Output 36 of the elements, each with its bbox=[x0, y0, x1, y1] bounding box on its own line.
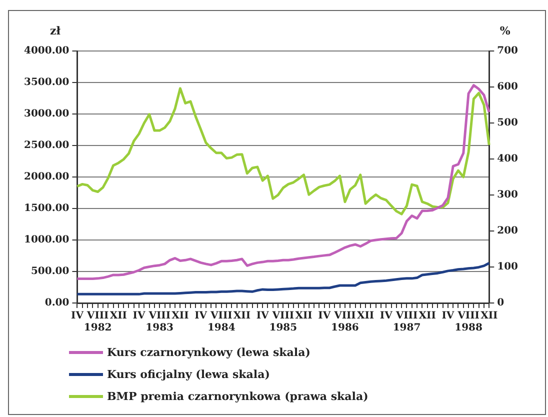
y2-tick-label: 300 bbox=[497, 190, 518, 201]
legend-label: BMP premia czarnorynkowa (prawa skala) bbox=[107, 390, 368, 402]
x-tick-label: IV bbox=[71, 310, 84, 322]
y2-tick-label: 100 bbox=[497, 262, 518, 273]
y2-tick-label: 200 bbox=[497, 226, 518, 237]
y2-tick-label: 600 bbox=[497, 82, 518, 93]
y2-axis-title: % bbox=[500, 24, 511, 38]
x-tick-label: XII bbox=[418, 310, 436, 322]
y-tick-label: 4000.00 bbox=[24, 46, 70, 57]
y-tick-label: 0.00 bbox=[44, 298, 70, 309]
x-tick-label: XII bbox=[233, 310, 251, 322]
y2-tick-label: 500 bbox=[497, 118, 518, 129]
x-tick-label: IV bbox=[442, 310, 454, 322]
y-tick-label: 3500.00 bbox=[24, 77, 70, 88]
x-tick-label: XII bbox=[110, 310, 128, 322]
y-tick-label: 2000.00 bbox=[24, 172, 70, 183]
y-tick-label: 1500.00 bbox=[24, 203, 70, 214]
y-axis-title: zł bbox=[50, 24, 62, 38]
y-tick-label: 500.00 bbox=[30, 266, 70, 278]
x-tick-label: XII bbox=[480, 310, 498, 322]
x-tick-label: IV bbox=[194, 310, 208, 322]
y-tick-label: 1000.00 bbox=[24, 234, 70, 246]
y2-tick-label: 700 bbox=[497, 46, 518, 57]
x-tick-label: IV bbox=[132, 310, 146, 322]
x-tick-label: IV bbox=[380, 310, 393, 322]
x-tick-label: XII bbox=[295, 310, 313, 322]
x-tick-label: IV bbox=[256, 310, 270, 322]
y-tick-label: 3000.00 bbox=[24, 108, 70, 120]
x-tick-label: XII bbox=[356, 310, 374, 322]
legend-label: Kurs czarnorynkowy (lewa skala) bbox=[107, 346, 310, 358]
y2-tick-label: 400 bbox=[497, 154, 518, 165]
x-tick-label: XII bbox=[172, 310, 190, 322]
y-tick-label: 2500.00 bbox=[24, 140, 70, 152]
legend-label: Kurs oficjalny (lewa skala) bbox=[107, 368, 270, 380]
x-tick-label: IV bbox=[318, 310, 331, 322]
y2-tick-label: 0 bbox=[497, 298, 504, 309]
